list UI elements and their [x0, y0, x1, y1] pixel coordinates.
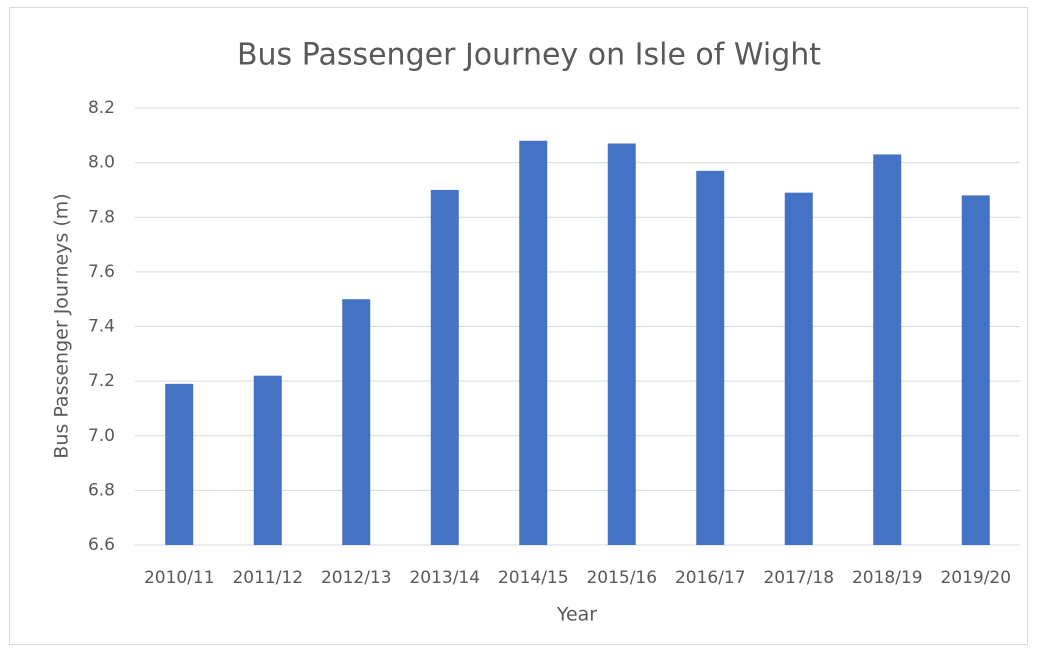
x-tick-label: 2019/20 — [940, 568, 1011, 588]
y-tick-label: 7.8 — [88, 207, 115, 227]
chart-title: Bus Passenger Journey on Isle of Wight — [237, 38, 821, 73]
y-tick-label: 7.4 — [88, 317, 115, 337]
x-tick-label: 2015/16 — [586, 568, 657, 588]
bar — [696, 170, 725, 545]
y-tick-label: 8.2 — [88, 98, 115, 118]
x-tick-label: 2017/18 — [763, 568, 834, 588]
y-axis-label: Bus Passenger Journeys (m) — [51, 193, 73, 458]
x-tick-label: 2018/19 — [852, 568, 923, 588]
bar — [873, 154, 902, 545]
x-tick-label: 2014/15 — [498, 568, 569, 588]
y-tick-label: 8.0 — [88, 153, 115, 173]
bar — [253, 375, 282, 545]
x-tick-label: 2013/14 — [409, 568, 480, 588]
y-tick-label: 7.2 — [88, 371, 115, 391]
bar — [784, 192, 813, 545]
y-tick-label: 7.0 — [88, 426, 115, 446]
y-tick-label: 7.6 — [88, 262, 115, 282]
x-tick-label: 2010/11 — [144, 568, 215, 588]
bar — [430, 189, 459, 545]
y-tick-label: 6.6 — [88, 535, 115, 555]
bar — [165, 383, 194, 545]
x-axis-label: Year — [556, 604, 597, 626]
x-tick-label: 2016/17 — [675, 568, 746, 588]
x-tick-label: 2011/12 — [232, 568, 303, 588]
bar — [342, 299, 371, 545]
x-tick-label: 2012/13 — [321, 568, 392, 588]
y-tick-label: 6.8 — [88, 480, 115, 500]
bar — [961, 195, 990, 545]
bar — [607, 143, 636, 545]
bar — [519, 140, 548, 545]
